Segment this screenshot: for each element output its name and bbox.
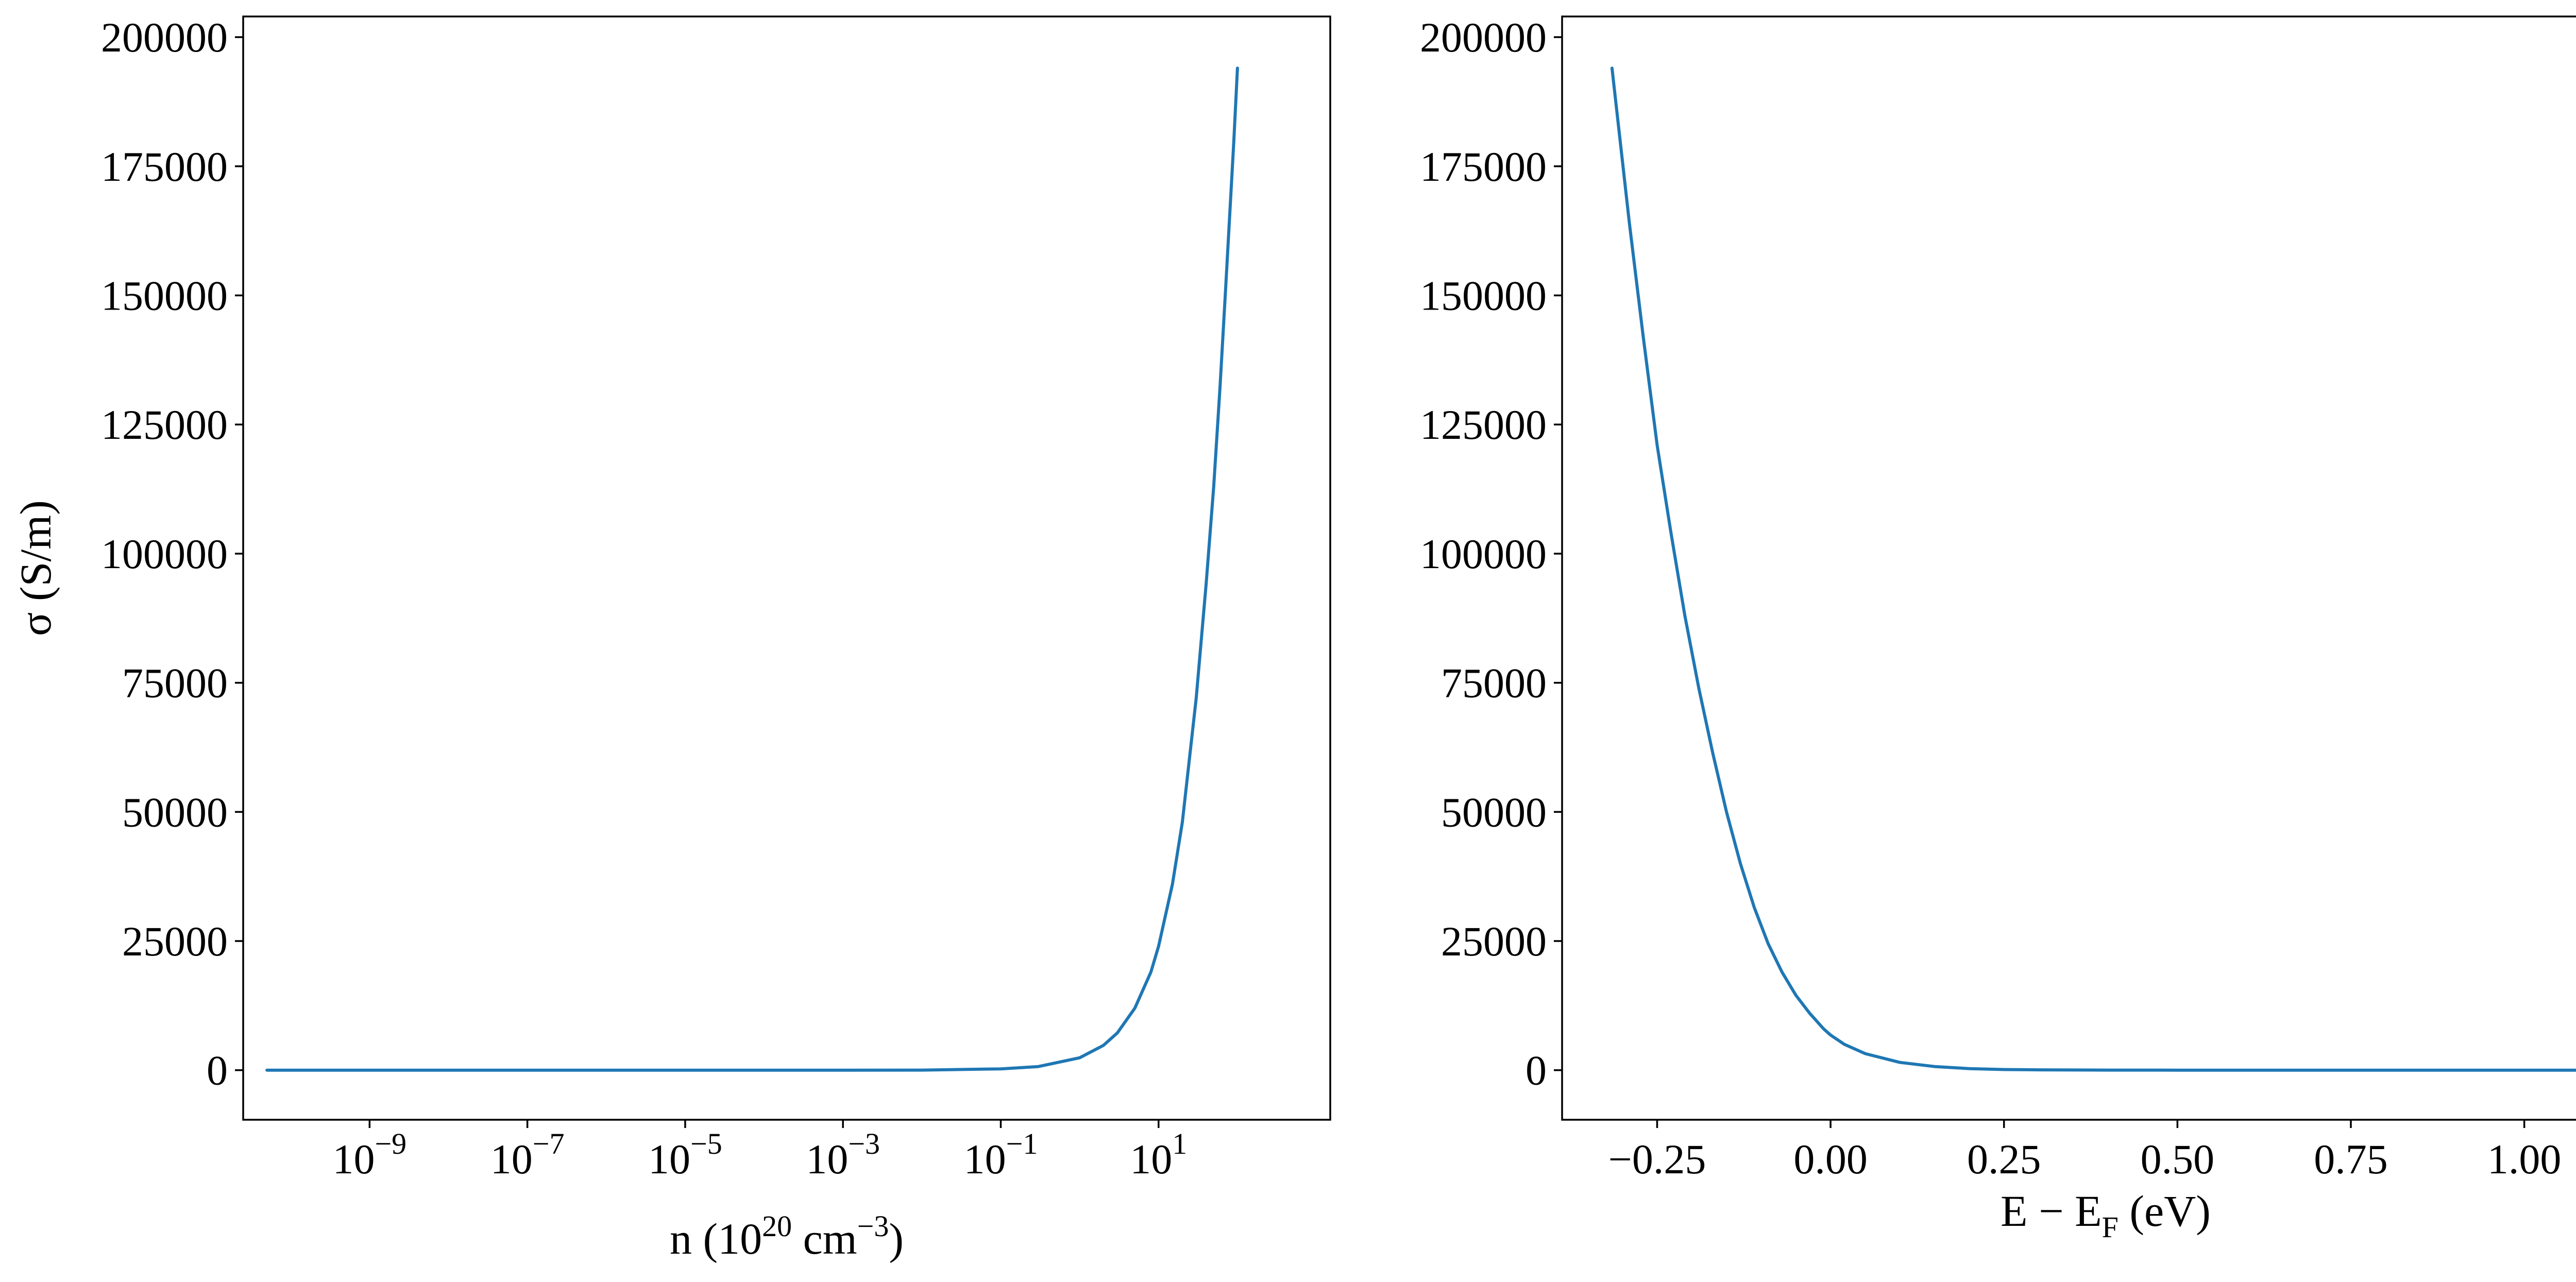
right-panel: 0 25000 50000 75000 100000 125000 150000 175000… <box>1420 14 2576 1244</box>
right-series-line <box>1610 66 2576 1072</box>
y-tick-label: 150000 <box>1420 272 1547 319</box>
y-tick-label: 75000 <box>1441 660 1547 707</box>
left-x-axis-label: n (1020 cm−3) <box>670 1209 904 1263</box>
y-tick-label: 0 <box>1526 1047 1547 1094</box>
left-panel: 0 25000 50000 75000 100000 125000 150000 175000… <box>11 14 1331 1263</box>
left-plot-frame <box>242 15 1331 1121</box>
right-y-ticks: 0 25000 50000 75000 100000 125000 150000 175000… <box>1420 14 1562 1094</box>
right-plot-frame <box>1561 15 2576 1121</box>
left-y-ticks: 0 25000 50000 75000 100000 125000 150000 175000… <box>101 14 243 1094</box>
y-tick-label: 50000 <box>1441 789 1547 835</box>
y-tick-label: 100000 <box>101 531 228 577</box>
x-tick-label: 10−1 <box>964 1127 1038 1183</box>
x-tick-label: 10−3 <box>806 1127 880 1183</box>
x-tick-label: −0.25 <box>1608 1136 1706 1183</box>
y-tick-label: 125000 <box>101 401 228 448</box>
x-tick-label: 10−9 <box>332 1127 406 1183</box>
x-tick-label: 0.75 <box>2314 1136 2388 1183</box>
left-series-line <box>265 66 1239 1072</box>
y-tick-label: 150000 <box>101 272 228 319</box>
x-tick-label: 0.50 <box>2141 1136 2215 1183</box>
x-tick-label: 0.00 <box>1793 1136 1868 1183</box>
x-tick-label: 10−7 <box>490 1127 565 1183</box>
y-tick-label: 125000 <box>1420 401 1547 448</box>
y-tick-label: 100000 <box>1420 531 1547 577</box>
right-x-ticks: −0.25 0.00 0.25 0.50 0.75 1.00 <box>1608 1120 2562 1183</box>
y-tick-label: 25000 <box>122 918 228 965</box>
x-tick-label: 10−5 <box>648 1127 722 1183</box>
x-tick-label: 1.00 <box>2487 1136 2562 1183</box>
y-tick-label: 200000 <box>1420 14 1547 61</box>
y-tick-label: 25000 <box>1441 918 1547 965</box>
y-tick-label: 175000 <box>1420 143 1547 190</box>
left-y-axis-label: σ (S/m) <box>11 500 60 636</box>
y-tick-label: 50000 <box>122 789 228 835</box>
x-tick-label: 0.25 <box>1967 1136 2041 1183</box>
x-tick-label: 101 <box>1130 1127 1187 1183</box>
y-tick-label: 175000 <box>101 143 228 190</box>
right-x-axis-label: E − EF (eV) <box>2001 1186 2211 1244</box>
left-x-ticks: 10−9 10−7 10−5 10−3 10−1 101 <box>332 1120 1187 1183</box>
y-tick-label: 200000 <box>101 14 228 61</box>
y-tick-label: 0 <box>207 1047 228 1094</box>
y-tick-label: 75000 <box>122 660 228 707</box>
